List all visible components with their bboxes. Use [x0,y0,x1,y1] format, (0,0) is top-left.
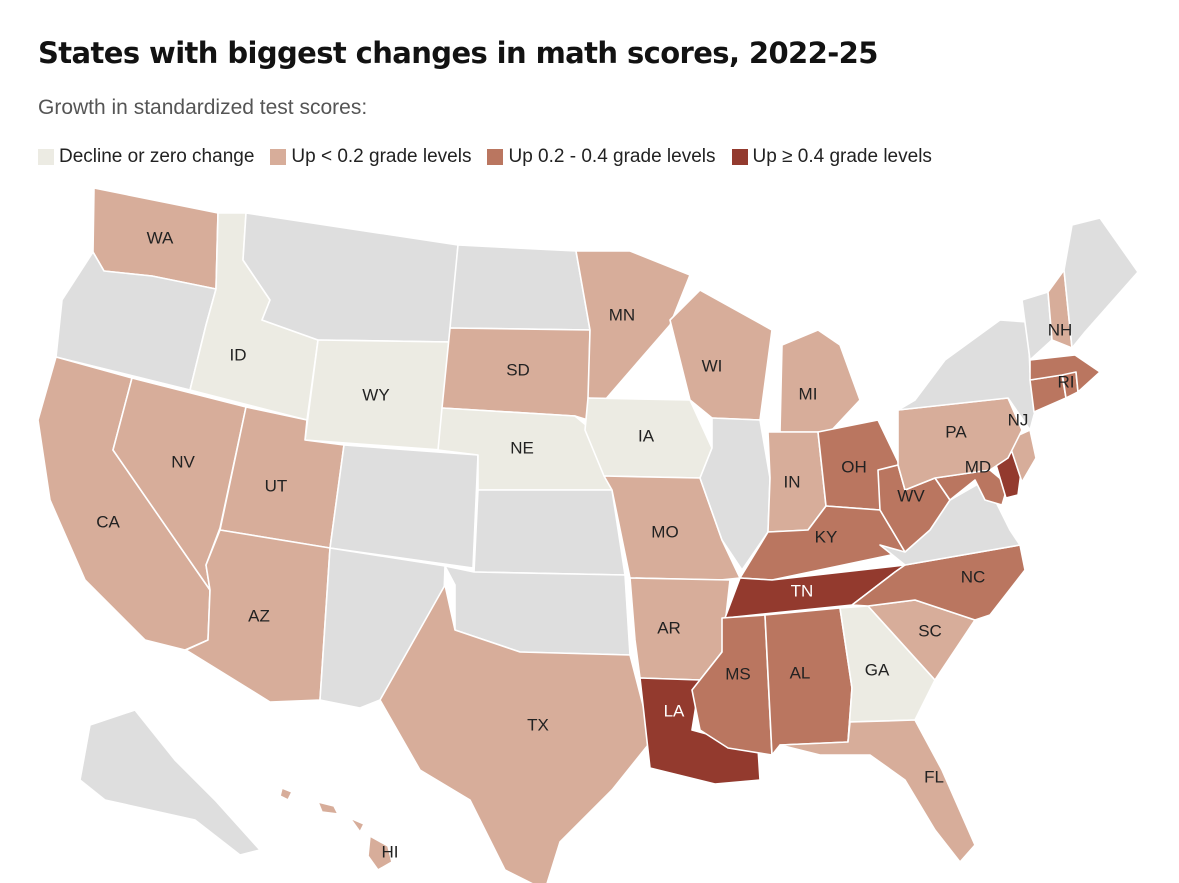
legend-swatch-decline [38,149,54,165]
state-label-nh: NH [1048,321,1073,340]
state-ak[interactable] [79,709,261,856]
state-label-ms: MS [725,665,751,684]
state-label-oh: OH [841,458,867,477]
state-hi[interactable] [279,787,393,871]
state-label-sc: SC [918,622,942,641]
state-label-nc: NC [961,568,986,587]
state-label-ne: NE [510,439,534,458]
state-ks[interactable] [473,489,626,576]
legend-swatch-mid [487,149,504,165]
state-label-mn: MN [609,306,635,325]
state-label-az: AZ [248,607,270,626]
state-label-tx: TX [527,716,549,735]
state-label-wv: WV [897,487,925,506]
state-mn[interactable] [575,250,691,401]
state-label-ut: UT [265,477,288,496]
legend-swatch-high [731,149,748,165]
labels-layer: WA CA NV ID WY UT AZ SD NE TX MN IA MO AR LA WI MI IN OH KY… [96,229,1074,862]
state-label-tn: TN [791,582,814,601]
state-md[interactable] [934,469,1009,506]
state-nc[interactable] [851,544,1026,621]
state-me[interactable] [1063,217,1139,349]
state-label-pa: PA [945,423,967,442]
state-label-fl: FL [924,768,944,787]
state-label-al: AL [790,664,811,683]
legend: Decline or zero change Up < 0.2 grade le… [38,146,948,168]
legend-label-decline: Decline or zero change [59,146,255,167]
state-tx[interactable] [379,584,653,883]
legend-label-mid: Up 0.2 - 0.4 grade levels [508,146,716,167]
legend-swatch-low [270,149,287,165]
state-label-la: LA [664,702,685,721]
state-mt[interactable] [242,212,459,343]
state-sd[interactable] [441,327,591,421]
state-label-nj: NJ [1008,411,1029,430]
state-label-ri: RI [1058,373,1075,392]
legend-label-low: Up < 0.2 grade levels [291,146,472,167]
state-co[interactable] [329,444,479,569]
state-label-wa: WA [147,229,174,248]
legend-label-high: Up ≥ 0.4 grade levels [752,146,932,167]
state-label-ky: KY [815,528,838,547]
state-label-hi: HI [382,843,399,862]
legend-item-decline: Decline or zero change [38,146,254,168]
state-label-ar: AR [657,619,681,638]
state-label-nv: NV [171,453,195,472]
state-nd[interactable] [449,244,591,331]
legend-item-high: Up ≥ 0.4 grade levels [731,146,932,168]
state-label-mi: MI [799,385,818,404]
state-label-mo: MO [651,523,678,542]
state-label-in: IN [784,473,801,492]
state-label-wi: WI [702,357,723,376]
state-label-wy: WY [362,386,389,405]
state-ma[interactable] [1029,354,1101,393]
state-label-ga: GA [865,661,890,680]
state-fl[interactable] [779,719,976,863]
state-pa[interactable] [897,397,1023,491]
state-label-sd: SD [506,361,530,380]
chart-title: States with biggest changes in math scor… [38,36,878,70]
state-label-id: ID [230,346,247,365]
state-il[interactable] [699,417,771,571]
legend-item-mid: Up 0.2 - 0.4 grade levels [487,146,716,168]
chart-subtitle: Growth in standardized test scores: [38,96,368,119]
state-label-ca: CA [96,513,120,532]
state-mi[interactable] [779,329,861,433]
states-layer [37,187,1139,883]
state-label-md: MD [965,458,991,477]
legend-item-low: Up < 0.2 grade levels [270,146,471,168]
state-label-ia: IA [638,427,655,446]
